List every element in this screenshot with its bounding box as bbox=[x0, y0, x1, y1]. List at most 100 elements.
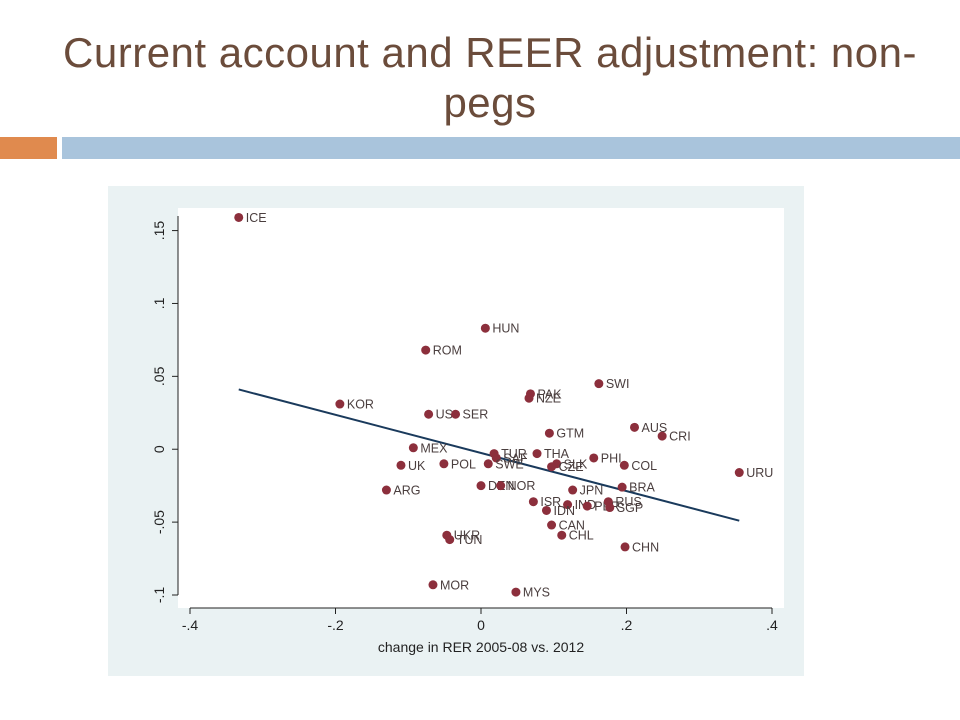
point-label-rus: RUS bbox=[615, 495, 641, 509]
point-label-tha: THA bbox=[544, 447, 570, 461]
y-tick-label: -.1 bbox=[151, 587, 167, 604]
point-label-col: COL bbox=[631, 459, 657, 473]
point-nze bbox=[524, 393, 534, 403]
point-label-ukr: UKR bbox=[454, 529, 480, 543]
point-label-mys: MYS bbox=[523, 586, 550, 600]
point-label-sgp: SGP bbox=[617, 501, 643, 515]
point-hun bbox=[480, 323, 490, 333]
point-label-ice: ICE bbox=[246, 211, 267, 225]
point-sgp bbox=[605, 503, 615, 513]
point-label-aus: AUS bbox=[642, 421, 668, 435]
point-label-pak: PAK bbox=[537, 387, 562, 401]
point-label-cze: CZE bbox=[559, 460, 584, 474]
point-swe bbox=[483, 459, 493, 469]
point-arg bbox=[381, 485, 391, 495]
point-label-isr: ISR bbox=[540, 495, 561, 509]
point-label-nor: NOR bbox=[508, 479, 536, 493]
point-mys bbox=[511, 587, 521, 597]
point-label-arg: ARG bbox=[393, 484, 420, 498]
y-tick-label: .15 bbox=[151, 221, 167, 241]
y-tick-label: .05 bbox=[151, 366, 167, 386]
point-label-tun: TUN bbox=[457, 533, 483, 547]
point-label-pol: POL bbox=[451, 457, 476, 471]
x-tick-label: 0 bbox=[477, 617, 485, 633]
point-tha bbox=[532, 449, 542, 459]
point-label-uru: URU bbox=[746, 466, 773, 480]
point-gtm bbox=[544, 428, 554, 438]
point-mor bbox=[428, 580, 438, 590]
point-label-cri: CRI bbox=[669, 430, 691, 444]
point-label-jpn: JPN bbox=[580, 484, 604, 498]
point-chn bbox=[620, 542, 630, 552]
plot-area bbox=[178, 208, 784, 608]
point-label-us: US bbox=[436, 408, 453, 422]
accent-bar-blue bbox=[62, 137, 960, 159]
point-uru bbox=[734, 468, 744, 478]
point-chl bbox=[557, 530, 567, 540]
scatter-chart-svg: -.4 -.2 0 .2 .4 -.1 -.05 0 .05 .1 .15 ICE HUN ROM SWI… bbox=[151, 208, 784, 655]
point-label-gtm: GTM bbox=[556, 427, 584, 441]
point-label-ser: SER bbox=[463, 408, 489, 422]
point-label-uk: UK bbox=[408, 459, 426, 473]
x-axis-title: change in RER 2005-08 vs. 2012 bbox=[378, 639, 584, 655]
point-tun bbox=[445, 535, 455, 545]
point-label-hun: HUN bbox=[492, 322, 519, 336]
point-nor bbox=[496, 481, 506, 491]
point-label-rom: ROM bbox=[433, 344, 462, 358]
point-saf bbox=[491, 453, 501, 463]
x-tick-label: .4 bbox=[766, 617, 778, 633]
point-us bbox=[424, 409, 434, 419]
x-tick-label: -.2 bbox=[327, 617, 344, 633]
point-pol bbox=[439, 459, 449, 469]
fit-line-group bbox=[238, 388, 740, 522]
point-aus bbox=[630, 422, 640, 432]
point-ice bbox=[234, 212, 244, 222]
point-jpn bbox=[568, 485, 578, 495]
slide-title-line-1: Current account and REER adjustment: non… bbox=[63, 29, 917, 76]
point-ser bbox=[451, 409, 461, 419]
point-label-slk: SLK bbox=[564, 457, 588, 471]
point-isr bbox=[528, 497, 538, 507]
point-label-kor: KOR bbox=[347, 398, 374, 412]
point-mex bbox=[408, 443, 418, 453]
scatter-chart: -.4 -.2 0 .2 .4 -.1 -.05 0 .05 .1 .15 ICE HUN ROM SWI… bbox=[108, 186, 804, 676]
point-cri bbox=[657, 431, 667, 441]
y-tick-label: .1 bbox=[151, 297, 167, 309]
point-label-idn: IDN bbox=[553, 504, 575, 518]
point-label-chl: CHL bbox=[569, 529, 594, 543]
point-label-swe: SWE bbox=[495, 457, 523, 471]
point-idn bbox=[541, 505, 551, 515]
axes: -.4 -.2 0 .2 .4 -.1 -.05 0 .05 .1 .15 bbox=[151, 216, 778, 633]
point-bra bbox=[617, 482, 627, 492]
accent-bar-orange bbox=[0, 137, 57, 159]
point-per bbox=[582, 501, 592, 511]
point-label-bra: BRA bbox=[629, 481, 655, 495]
slide-title: Current account and REER adjustment: non… bbox=[60, 28, 920, 128]
point-col bbox=[619, 460, 629, 470]
point-label-mex: MEX bbox=[420, 441, 448, 455]
slide-title-line-2: pegs bbox=[443, 79, 537, 126]
point-label-nze: NZE bbox=[536, 392, 561, 406]
x-tick-label: -.4 bbox=[182, 617, 199, 633]
x-tick-label: .2 bbox=[621, 617, 633, 633]
point-label-mor: MOR bbox=[440, 578, 469, 592]
y-tick-label: 0 bbox=[151, 445, 167, 453]
point-label-swi: SWI bbox=[606, 377, 630, 391]
point-label-tur: TUR bbox=[501, 447, 527, 461]
fit-line bbox=[238, 388, 740, 522]
point-phi bbox=[589, 453, 599, 463]
point-label-saf: SAF bbox=[503, 451, 528, 465]
point-rom bbox=[421, 345, 431, 355]
point-can bbox=[547, 520, 557, 530]
point-den bbox=[476, 481, 486, 491]
point-label-phi: PHI bbox=[601, 451, 622, 465]
point-swi bbox=[594, 379, 604, 389]
point-label-chn: CHN bbox=[632, 540, 659, 554]
point-cze bbox=[547, 462, 557, 472]
point-kor bbox=[335, 399, 345, 409]
point-ind bbox=[563, 500, 573, 510]
point-uk bbox=[396, 460, 406, 470]
point-label-can: CAN bbox=[559, 519, 585, 533]
y-tick-label: -.05 bbox=[151, 510, 167, 534]
